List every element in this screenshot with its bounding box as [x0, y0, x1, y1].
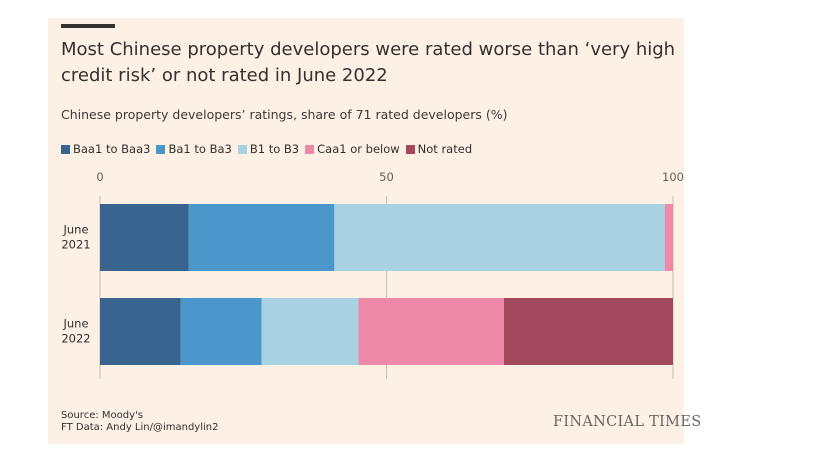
legend-item: Caa1 or below — [305, 142, 400, 156]
legend-label: B1 to B3 — [249, 142, 300, 156]
bar-segment — [334, 204, 665, 271]
bar-segment — [100, 204, 189, 271]
ft-logo-text: FINANCIAL TIMES — [553, 414, 702, 430]
legend-swatch — [237, 144, 247, 154]
credit-note: FT Data: Andy Lin/@imandylin2 — [61, 422, 219, 433]
bar-segment — [261, 298, 359, 365]
legend-item: Not rated — [405, 142, 473, 156]
category-label: 2022 — [61, 332, 90, 346]
top-accent-bar — [61, 24, 115, 28]
chart-title: Most Chinese property developers were ra… — [61, 39, 676, 86]
x-tick-label: 100 — [662, 170, 684, 184]
x-tick-label: 50 — [379, 170, 394, 184]
chart-legend: Baa1 to Baa3 Ba1 to Ba3 B1 to B3 Caa1 or be… — [61, 142, 478, 156]
legend-item: Baa1 to Baa3 — [61, 142, 150, 156]
chart-card: Most Chinese property developers were ra… — [48, 18, 701, 444]
legend-swatch — [405, 144, 415, 154]
legend-swatch — [61, 144, 70, 154]
legend-label: Caa1 or below — [317, 142, 400, 156]
bar-segment — [188, 204, 335, 271]
bar-segment — [358, 298, 504, 365]
source-note: Source: Moody's — [61, 410, 143, 421]
bar-segment — [180, 298, 262, 365]
chart-footer: Source: Moody's FT Data: Andy Lin/@imand… — [61, 410, 218, 434]
legend-item: B1 to B3 — [237, 142, 300, 156]
chart-subtitle: Chinese property developers’ ratings, sh… — [61, 107, 508, 122]
legend-swatch — [305, 144, 315, 154]
category-label: June — [62, 223, 88, 237]
bar-segment — [503, 298, 673, 365]
legend-label: Ba1 to Ba3 — [168, 142, 232, 156]
category-label: June — [62, 317, 88, 331]
x-tick-label: 0 — [96, 170, 103, 184]
legend-item: Ba1 to Ba3 — [156, 142, 232, 156]
bar-segment — [100, 298, 181, 365]
category-label: 2021 — [61, 238, 90, 252]
legend-swatch — [156, 144, 166, 154]
bar-segment — [664, 204, 673, 271]
legend-label: Baa1 to Baa3 — [73, 142, 151, 156]
legend-label: Not rated — [417, 142, 473, 156]
